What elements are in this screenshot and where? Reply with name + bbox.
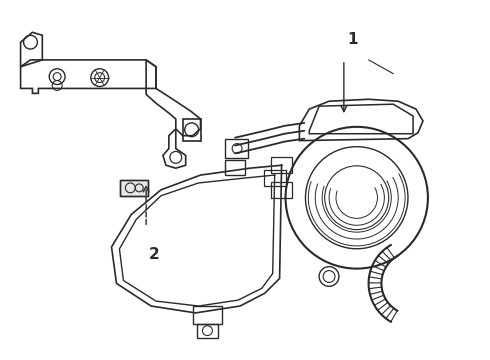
Text: 2: 2 bbox=[149, 247, 160, 262]
Text: 1: 1 bbox=[347, 32, 357, 47]
Polygon shape bbox=[121, 180, 148, 196]
